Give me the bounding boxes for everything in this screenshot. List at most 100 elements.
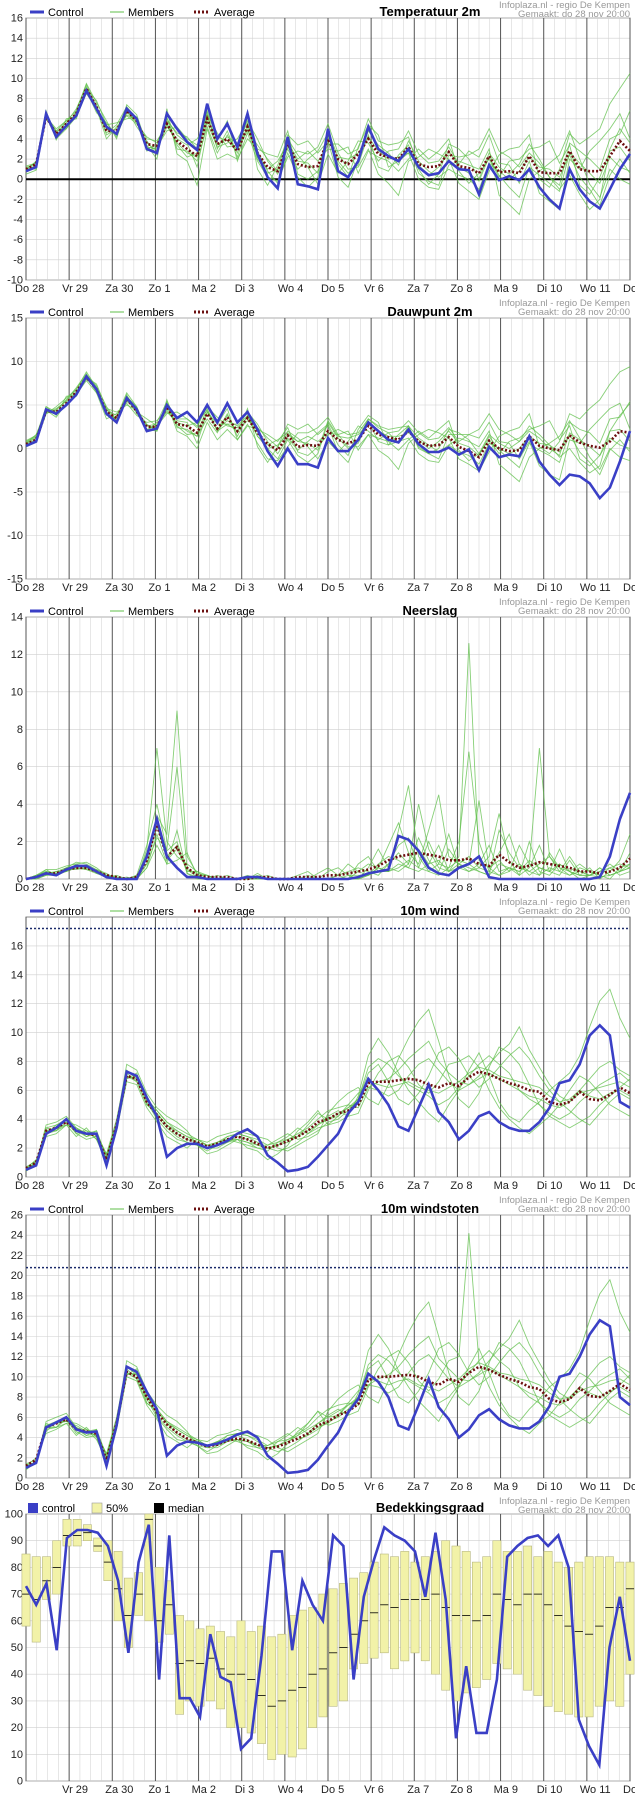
x-tick-label: Di 10 — [537, 582, 563, 594]
x-tick-label: Wo 11 — [580, 1481, 611, 1493]
x-tick-label: Wo 4 — [278, 1180, 303, 1192]
x-tick-label: Wo 4 — [278, 582, 303, 594]
y-tick-label: 16 — [11, 1311, 23, 1323]
y-tick-label: 2 — [17, 1143, 23, 1155]
y-tick-label: 0 — [17, 1172, 23, 1184]
y-tick-label: 14 — [11, 33, 23, 45]
range-box — [512, 1551, 522, 1675]
range-box — [471, 1561, 481, 1688]
x-tick-label: Do 12 — [623, 1784, 635, 1796]
y-tick-label: 20 — [11, 1722, 23, 1734]
range-box — [42, 1556, 51, 1600]
y-tick-label: 80 — [11, 1562, 23, 1574]
y-tick-label: 14 — [11, 1331, 23, 1343]
y-tick-label: 14 — [11, 969, 23, 981]
made-label: Gemaakt: do 28 nov 20:00 — [518, 9, 630, 20]
x-tick-label: Ma 9 — [494, 882, 518, 894]
y-tick-label: -6 — [13, 234, 23, 246]
x-tick-label: Ma 2 — [192, 1481, 216, 1493]
legend-average-label: Average — [214, 1204, 255, 1216]
y-tick-label: 12 — [11, 998, 23, 1010]
y-tick-label: 2 — [17, 154, 23, 166]
y-tick-label: 12 — [11, 649, 23, 661]
made-label: Gemaakt: do 28 nov 20:00 — [518, 1204, 630, 1215]
x-tick-label: Zo 1 — [148, 283, 170, 295]
legend-control-swatch — [28, 1503, 38, 1513]
y-tick-label: 16 — [11, 940, 23, 952]
control-series — [25, 792, 632, 881]
y-tick-label: 100 — [5, 1509, 23, 1521]
legend-control-label: Control — [48, 7, 83, 19]
range-box — [359, 1572, 369, 1664]
legend-control-label: Control — [48, 1204, 83, 1216]
chart-title: 10m windstoten — [381, 1201, 479, 1216]
y-tick-label: 15 — [11, 313, 23, 325]
y-tick-label: 14 — [11, 612, 23, 624]
y-tick-label: 5 — [17, 400, 23, 412]
y-tick-label: -10 — [7, 530, 23, 542]
x-tick-label: Di 10 — [537, 1784, 563, 1796]
x-tick-label: Vr 29 — [62, 283, 88, 295]
x-tick-label: Di 10 — [537, 882, 563, 894]
range-box — [625, 1561, 635, 1675]
y-tick-label: 2 — [17, 1452, 23, 1464]
control-series — [25, 1023, 631, 1173]
member-series-1 — [25, 1278, 631, 1471]
source-label: Infoplaza.nl - regio De Kempen — [499, 298, 630, 309]
source-label: Infoplaza.nl - regio De Kempen — [499, 1195, 630, 1206]
x-tick-label: Ma 9 — [494, 1784, 518, 1796]
x-tick-label: Vr 29 — [62, 1481, 88, 1493]
member-series-2 — [25, 73, 631, 201]
x-tick-label: Do 28 — [15, 582, 44, 594]
y-tick-label: 8 — [17, 724, 23, 736]
y-tick-label: 12 — [11, 53, 23, 65]
made-label: Gemaakt: do 28 nov 20:00 — [518, 1505, 630, 1516]
y-tick-label: 4 — [17, 133, 23, 145]
y-tick-label: 20 — [11, 1270, 23, 1282]
x-tick-label: Wo 4 — [278, 1481, 303, 1493]
control-series — [24, 1524, 632, 1770]
member-series-5 — [25, 87, 631, 196]
x-tick-label: Za 30 — [105, 1481, 133, 1493]
x-tick-label: Ma 2 — [192, 882, 216, 894]
y-tick-label: 50 — [11, 1642, 23, 1654]
range-box — [195, 1628, 205, 1707]
average-series — [25, 375, 631, 459]
legend-control-label: control — [42, 1503, 75, 1515]
y-tick-label: 60 — [11, 1615, 23, 1627]
y-tick-label: -4 — [13, 214, 23, 226]
x-tick-label: Do 12 — [623, 882, 635, 894]
legend-members-label: Members — [128, 7, 174, 19]
x-tick-label: Za 30 — [105, 1180, 133, 1192]
chart-title: Temperatuur 2m — [380, 4, 481, 19]
x-tick-label: Vr 6 — [364, 882, 384, 894]
y-tick-label: 0 — [17, 443, 23, 455]
x-tick-label: Do 12 — [623, 1180, 635, 1192]
x-tick-label: Zo 1 — [148, 582, 170, 594]
range-box — [144, 1513, 154, 1622]
x-tick-label: Ma 9 — [494, 283, 518, 295]
range-box — [175, 1615, 184, 1715]
y-tick-label: 10 — [11, 1027, 23, 1039]
x-tick-label: Di 10 — [537, 283, 563, 295]
legend-members-label: Members — [128, 307, 174, 319]
range-box — [431, 1551, 440, 1675]
x-tick-label: Di 3 — [235, 1180, 255, 1192]
member-series-1 — [25, 82, 631, 211]
range-box — [543, 1551, 553, 1707]
x-tick-label: Zo 8 — [450, 582, 472, 594]
x-tick-label: Do 5 — [321, 582, 344, 594]
legend-members-label: Members — [128, 606, 174, 618]
x-tick-label: Vr 6 — [364, 1180, 384, 1192]
x-tick-label: Za 30 — [105, 283, 133, 295]
x-tick-label: Za 7 — [407, 1180, 429, 1192]
x-tick-label: Vr 6 — [364, 1481, 384, 1493]
made-label: Gemaakt: do 28 nov 20:00 — [518, 307, 630, 318]
x-tick-label: Zo 1 — [148, 1481, 170, 1493]
x-tick-label: Zo 8 — [450, 1180, 472, 1192]
range-box — [318, 1593, 328, 1718]
legend-control-label: Control — [48, 606, 83, 618]
